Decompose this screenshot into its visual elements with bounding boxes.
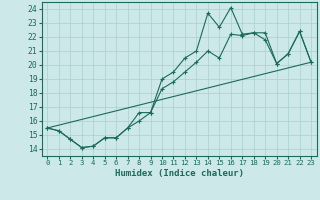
X-axis label: Humidex (Indice chaleur): Humidex (Indice chaleur) [115,169,244,178]
